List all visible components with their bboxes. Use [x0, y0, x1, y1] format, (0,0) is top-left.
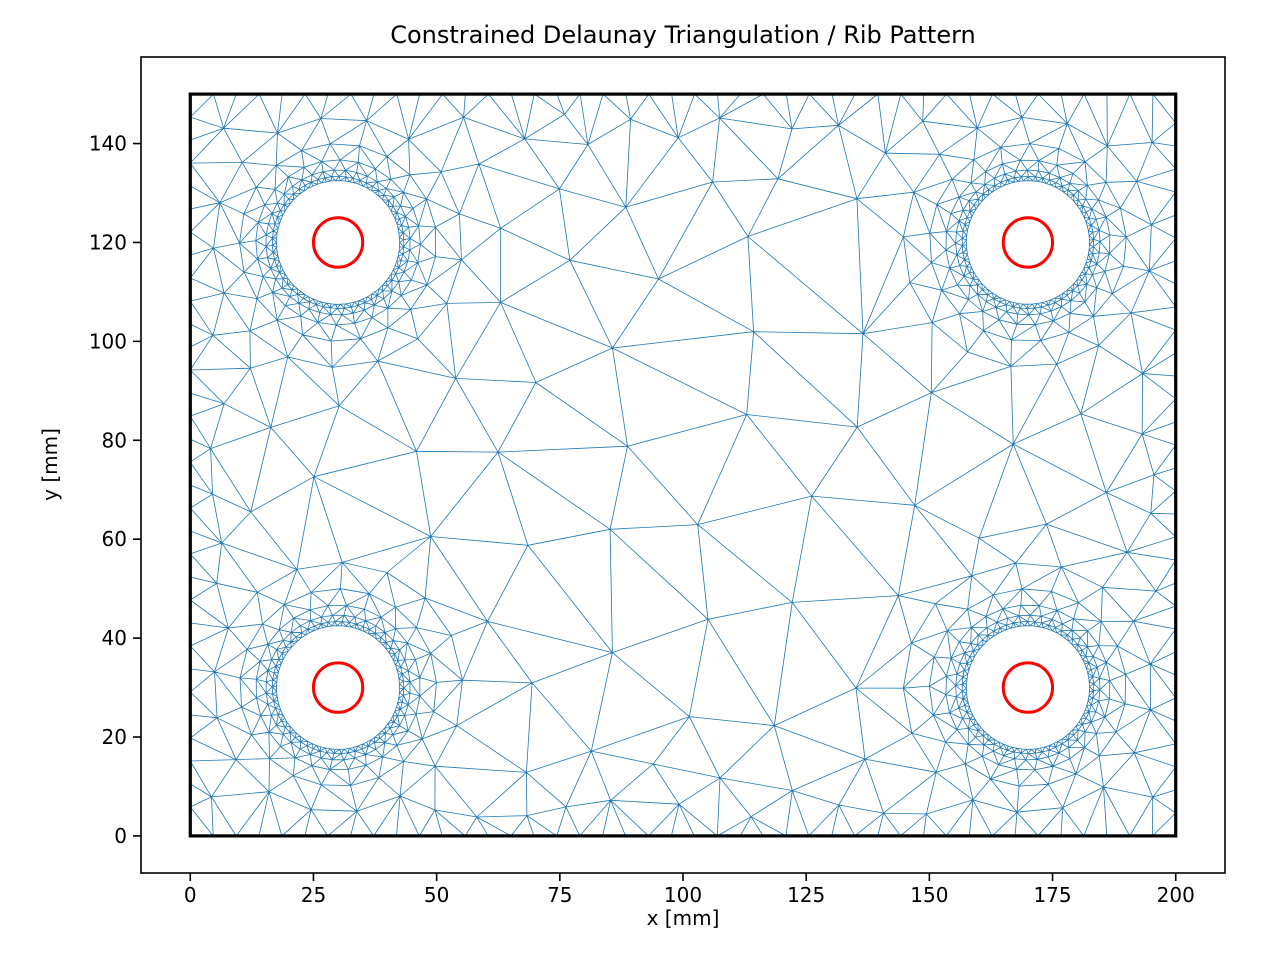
- bolt-circle: [311, 216, 365, 269]
- x-tick-label: 125: [787, 883, 825, 907]
- y-tick-label: 140: [89, 132, 127, 156]
- x-tick-label: 0: [184, 883, 197, 907]
- x-axis-ticks: 0 25 50 75 100 125 150 175 200: [184, 873, 1195, 907]
- mesh-edges: [189, 93, 1177, 837]
- y-tick-label: 100: [89, 329, 127, 353]
- x-tick-label: 75: [547, 883, 572, 907]
- bolt-circles: [311, 216, 1055, 714]
- x-tick-label: 200: [1157, 883, 1195, 907]
- y-tick-label: 80: [102, 428, 127, 452]
- y-axis-ticks: 0 20 40 60 80 100 120 140: [89, 132, 141, 848]
- bolt-circle: [1001, 216, 1055, 269]
- bolt-circle: [311, 661, 365, 714]
- x-tick-label: 50: [424, 883, 449, 907]
- x-tick-label: 25: [301, 883, 326, 907]
- y-tick-label: 20: [102, 725, 127, 749]
- plate-boundary: [188, 92, 1178, 838]
- bolt-circle: [1001, 661, 1055, 714]
- y-tick-label: 0: [114, 824, 127, 848]
- x-tick-label: 150: [910, 883, 948, 907]
- x-tick-label: 175: [1033, 883, 1071, 907]
- y-tick-label: 120: [89, 230, 127, 254]
- plot-title: Constrained Delaunay Triangulation / Rib…: [390, 21, 976, 49]
- x-tick-label: 100: [664, 883, 702, 907]
- triangulation-mesh: [189, 93, 1177, 837]
- y-tick-label: 60: [102, 527, 127, 551]
- y-tick-label: 40: [102, 626, 127, 650]
- x-axis-label: x [mm]: [647, 906, 720, 930]
- y-axis-label: y [mm]: [38, 428, 62, 501]
